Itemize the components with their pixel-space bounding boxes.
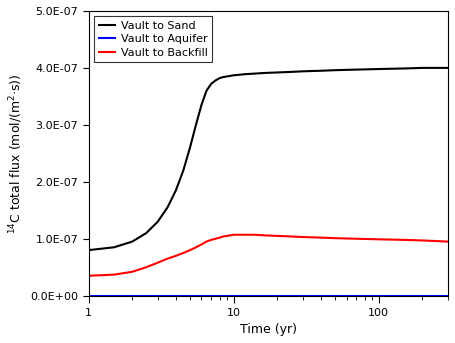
Vault to Sand [354,68,359,72]
Vault to Sand [193,123,199,127]
Vault to Sand [173,188,179,192]
Vault to Sand [333,68,338,72]
Vault to Backfill [231,233,237,237]
Vault to Sand [252,72,258,76]
Vault to Backfill [300,235,306,239]
Vault to Backfill [420,238,425,243]
Vault to Backfill [224,234,230,238]
Vault to Backfill [213,237,218,241]
Vault to Backfill [318,236,324,240]
Vault to Backfill [333,236,338,240]
Vault to Sand [204,88,209,93]
Vault to Sand [187,145,193,150]
Vault to Backfill [221,234,226,238]
Vault to Sand [221,75,226,79]
Vault to Backfill [155,261,161,265]
Vault to Backfill [173,254,179,258]
Line: Vault to Backfill: Vault to Backfill [89,235,448,276]
Vault to Backfill [204,239,209,244]
Vault to Sand [231,73,237,78]
X-axis label: Time (yr): Time (yr) [240,323,297,336]
Vault to Sand [237,73,243,77]
Vault to Backfill [237,233,243,237]
Vault to Sand [199,103,204,107]
Vault to Backfill [165,257,170,261]
Vault to Sand [111,245,117,249]
Vault to Backfill [252,233,258,237]
Vault to Backfill [193,245,199,249]
Vault to Sand [261,71,266,75]
Vault to Sand [300,69,306,73]
Vault to Sand [181,168,186,173]
Vault to Backfill [402,238,407,242]
Vault to Backfill [130,270,135,274]
Line: Vault to Sand: Vault to Sand [89,68,448,250]
Legend: Vault to Sand, Vault to Aquifer, Vault to Backfill: Vault to Sand, Vault to Aquifer, Vault t… [94,16,212,62]
Vault to Sand [208,82,214,86]
Vault to Backfill [181,251,186,255]
Vault to Backfill [288,234,294,238]
Vault to Sand [224,74,230,79]
Vault to Backfill [354,237,359,241]
Vault to Backfill [199,243,204,247]
Vault to Backfill [208,238,214,242]
Y-axis label: $^{14}$C total flux (mol/(m$^{2}$·s)): $^{14}$C total flux (mol/(m$^{2}$·s)) [7,73,25,234]
Vault to Sand [217,76,222,80]
Vault to Sand [213,78,218,82]
Vault to Sand [376,67,382,71]
Vault to Backfill [261,233,266,237]
Vault to Sand [402,67,407,71]
Vault to Sand [275,70,280,74]
Vault to Backfill [243,233,248,237]
Vault to Sand [155,220,161,224]
Vault to Sand [318,69,324,73]
Vault to Backfill [275,234,280,238]
Vault to Sand [243,72,248,76]
Vault to Sand [288,70,294,74]
Vault to Sand [420,66,425,70]
Vault to Backfill [143,265,149,269]
Vault to Sand [86,248,91,252]
Vault to Sand [165,205,170,210]
Vault to Backfill [111,273,117,277]
Vault to Backfill [187,248,193,252]
Vault to Backfill [445,239,451,244]
Vault to Sand [143,231,149,235]
Vault to Backfill [376,237,382,241]
Vault to Sand [130,239,135,244]
Vault to Backfill [86,274,91,278]
Vault to Backfill [228,233,233,237]
Vault to Sand [445,66,451,70]
Vault to Backfill [217,236,222,240]
Vault to Sand [228,74,233,78]
